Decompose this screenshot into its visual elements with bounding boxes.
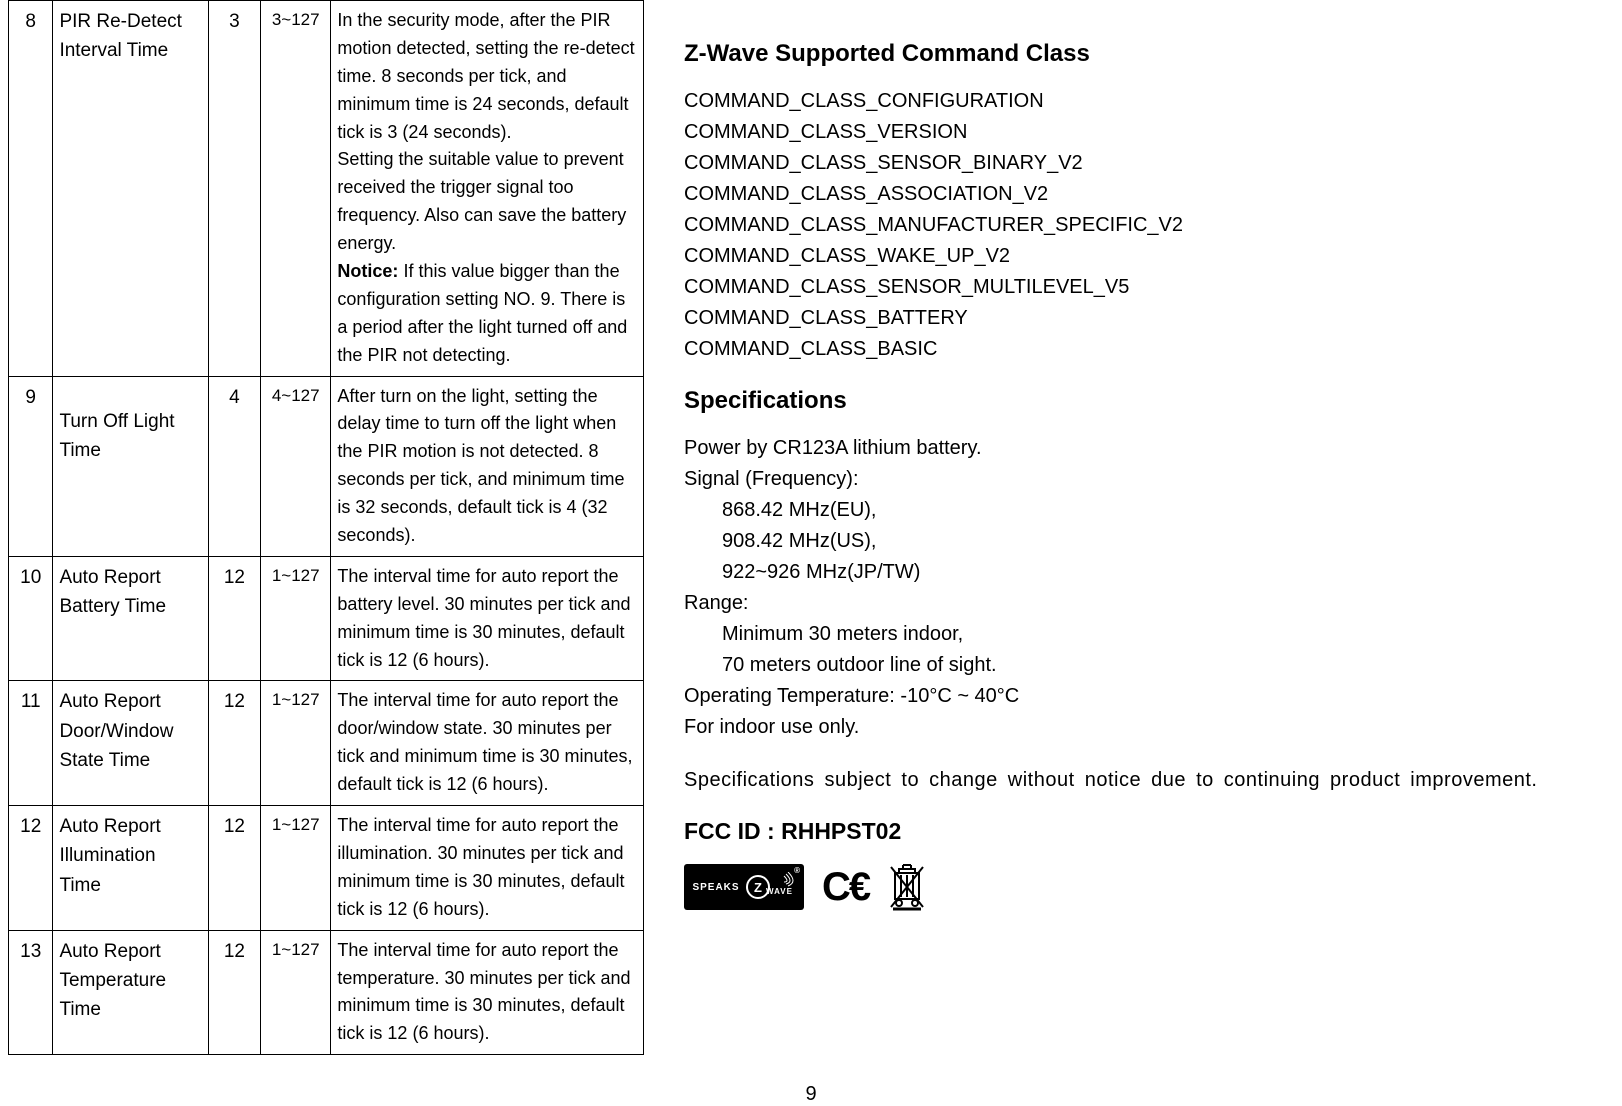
left-column: 8 PIR Re-Detect Interval Time 3 3~127 In… [8,0,644,1055]
cfg-name: Turn Off Light Time [53,376,208,556]
cfg-default: 12 [208,930,260,1055]
spec-line: Range: [684,588,1614,619]
desc-text: Notice: If this value bigger than the co… [337,261,627,365]
heading-command-class: Z-Wave Supported Command Class [684,40,1614,68]
spec-line: 70 meters outdoor line of sight. [684,650,1614,681]
command-class-item: COMMAND_CLASS_BATTERY [684,303,1614,334]
cfg-number: 9 [9,376,53,556]
certification-logos: SPEAKS Z WAVE ® C€ [684,863,1614,911]
ce-mark-icon: C€ [822,865,869,910]
cfg-description: The interval time for auto report the il… [331,806,644,931]
spec-line: Minimum 30 meters indoor, [684,619,1614,650]
command-class-item: COMMAND_CLASS_VERSION [684,117,1614,148]
spec-line: 868.42 MHz(EU), [684,495,1614,526]
table-row: 8 PIR Re-Detect Interval Time 3 3~127 In… [9,1,644,377]
cfg-number: 8 [9,1,53,377]
command-class-item: COMMAND_CLASS_WAKE_UP_V2 [684,241,1614,272]
command-class-item: COMMAND_CLASS_SENSOR_BINARY_V2 [684,148,1614,179]
right-column: Z-Wave Supported Command Class COMMAND_C… [644,0,1614,1055]
cfg-name: Auto Report Temperature Time [53,930,208,1055]
cfg-default: 12 [208,806,260,931]
weee-bin-icon [887,863,927,911]
cfg-description: The interval time for auto report the do… [331,681,644,806]
config-table: 8 PIR Re-Detect Interval Time 3 3~127 In… [8,0,644,1055]
cfg-name: Auto Report Illumination Time [53,806,208,931]
table-row: 10 Auto Report Battery Time 12 1~127 The… [9,556,644,681]
cfg-description: The interval time for auto report the te… [331,930,644,1055]
specifications-block: Power by CR123A lithium battery. Signal … [684,433,1614,743]
svg-text:WAVE: WAVE [766,887,793,896]
spec-line: Operating Temperature: -10°C ~ 40°C [684,681,1614,712]
zwave-logo-icon: Z WAVE [744,872,796,902]
cfg-range: 1~127 [260,806,330,931]
spec-line: 908.42 MHz(US), [684,526,1614,557]
command-class-list: COMMAND_CLASS_CONFIGURATION COMMAND_CLAS… [684,86,1614,365]
cfg-range: 1~127 [260,930,330,1055]
zwave-speaks-text: SPEAKS [692,882,739,893]
page-number: 9 [0,1083,1622,1106]
fcc-id: FCC ID : RHHPST02 [684,818,1614,845]
svg-text:Z: Z [754,880,763,895]
command-class-item: COMMAND_CLASS_SENSOR_MULTILEVEL_V5 [684,272,1614,303]
command-class-item: COMMAND_CLASS_MANUFACTURER_SPECIFIC_V2 [684,210,1614,241]
cfg-number: 11 [9,681,53,806]
desc-text: In the security mode, after the PIR moti… [337,10,634,142]
zwave-badge-icon: SPEAKS Z WAVE ® [684,864,804,910]
cfg-default: 3 [208,1,260,377]
cfg-name: Auto Report Battery Time [53,556,208,681]
cfg-range: 3~127 [260,1,330,377]
cfg-description: In the security mode, after the PIR moti… [331,1,644,377]
heading-specifications: Specifications [684,387,1614,415]
table-row: 11 Auto Report Door/Window State Time 12… [9,681,644,806]
cfg-range: 1~127 [260,556,330,681]
table-row: 9 Turn Off Light Time 4 4~127 After turn… [9,376,644,556]
cfg-name: Auto Report Door/Window State Time [53,681,208,806]
cfg-range: 4~127 [260,376,330,556]
cfg-default: 4 [208,376,260,556]
spec-line: Power by CR123A lithium battery. [684,433,1614,464]
cfg-number: 10 [9,556,53,681]
spec-line: For indoor use only. [684,712,1614,743]
desc-text: Setting the suitable value to prevent re… [337,149,626,253]
command-class-item: COMMAND_CLASS_CONFIGURATION [684,86,1614,117]
cfg-default: 12 [208,681,260,806]
command-class-item: COMMAND_CLASS_ASSOCIATION_V2 [684,179,1614,210]
cfg-description: The interval time for auto report the ba… [331,556,644,681]
cfg-default: 12 [208,556,260,681]
spec-line: Signal (Frequency): [684,464,1614,495]
cfg-number: 13 [9,930,53,1055]
cfg-range: 1~127 [260,681,330,806]
table-row: 12 Auto Report Illumination Time 12 1~12… [9,806,644,931]
spec-line: 922~926 MHz(JP/TW) [684,557,1614,588]
registered-mark: ® [794,866,801,875]
cfg-number: 12 [9,806,53,931]
command-class-item: COMMAND_CLASS_BASIC [684,334,1614,365]
cfg-description: After turn on the light, setting the del… [331,376,644,556]
spec-notice: Specifications subject to change without… [684,765,1604,796]
table-row: 13 Auto Report Temperature Time 12 1~127… [9,930,644,1055]
page-container: 8 PIR Re-Detect Interval Time 3 3~127 In… [0,0,1622,1055]
cfg-name: PIR Re-Detect Interval Time [53,1,208,377]
